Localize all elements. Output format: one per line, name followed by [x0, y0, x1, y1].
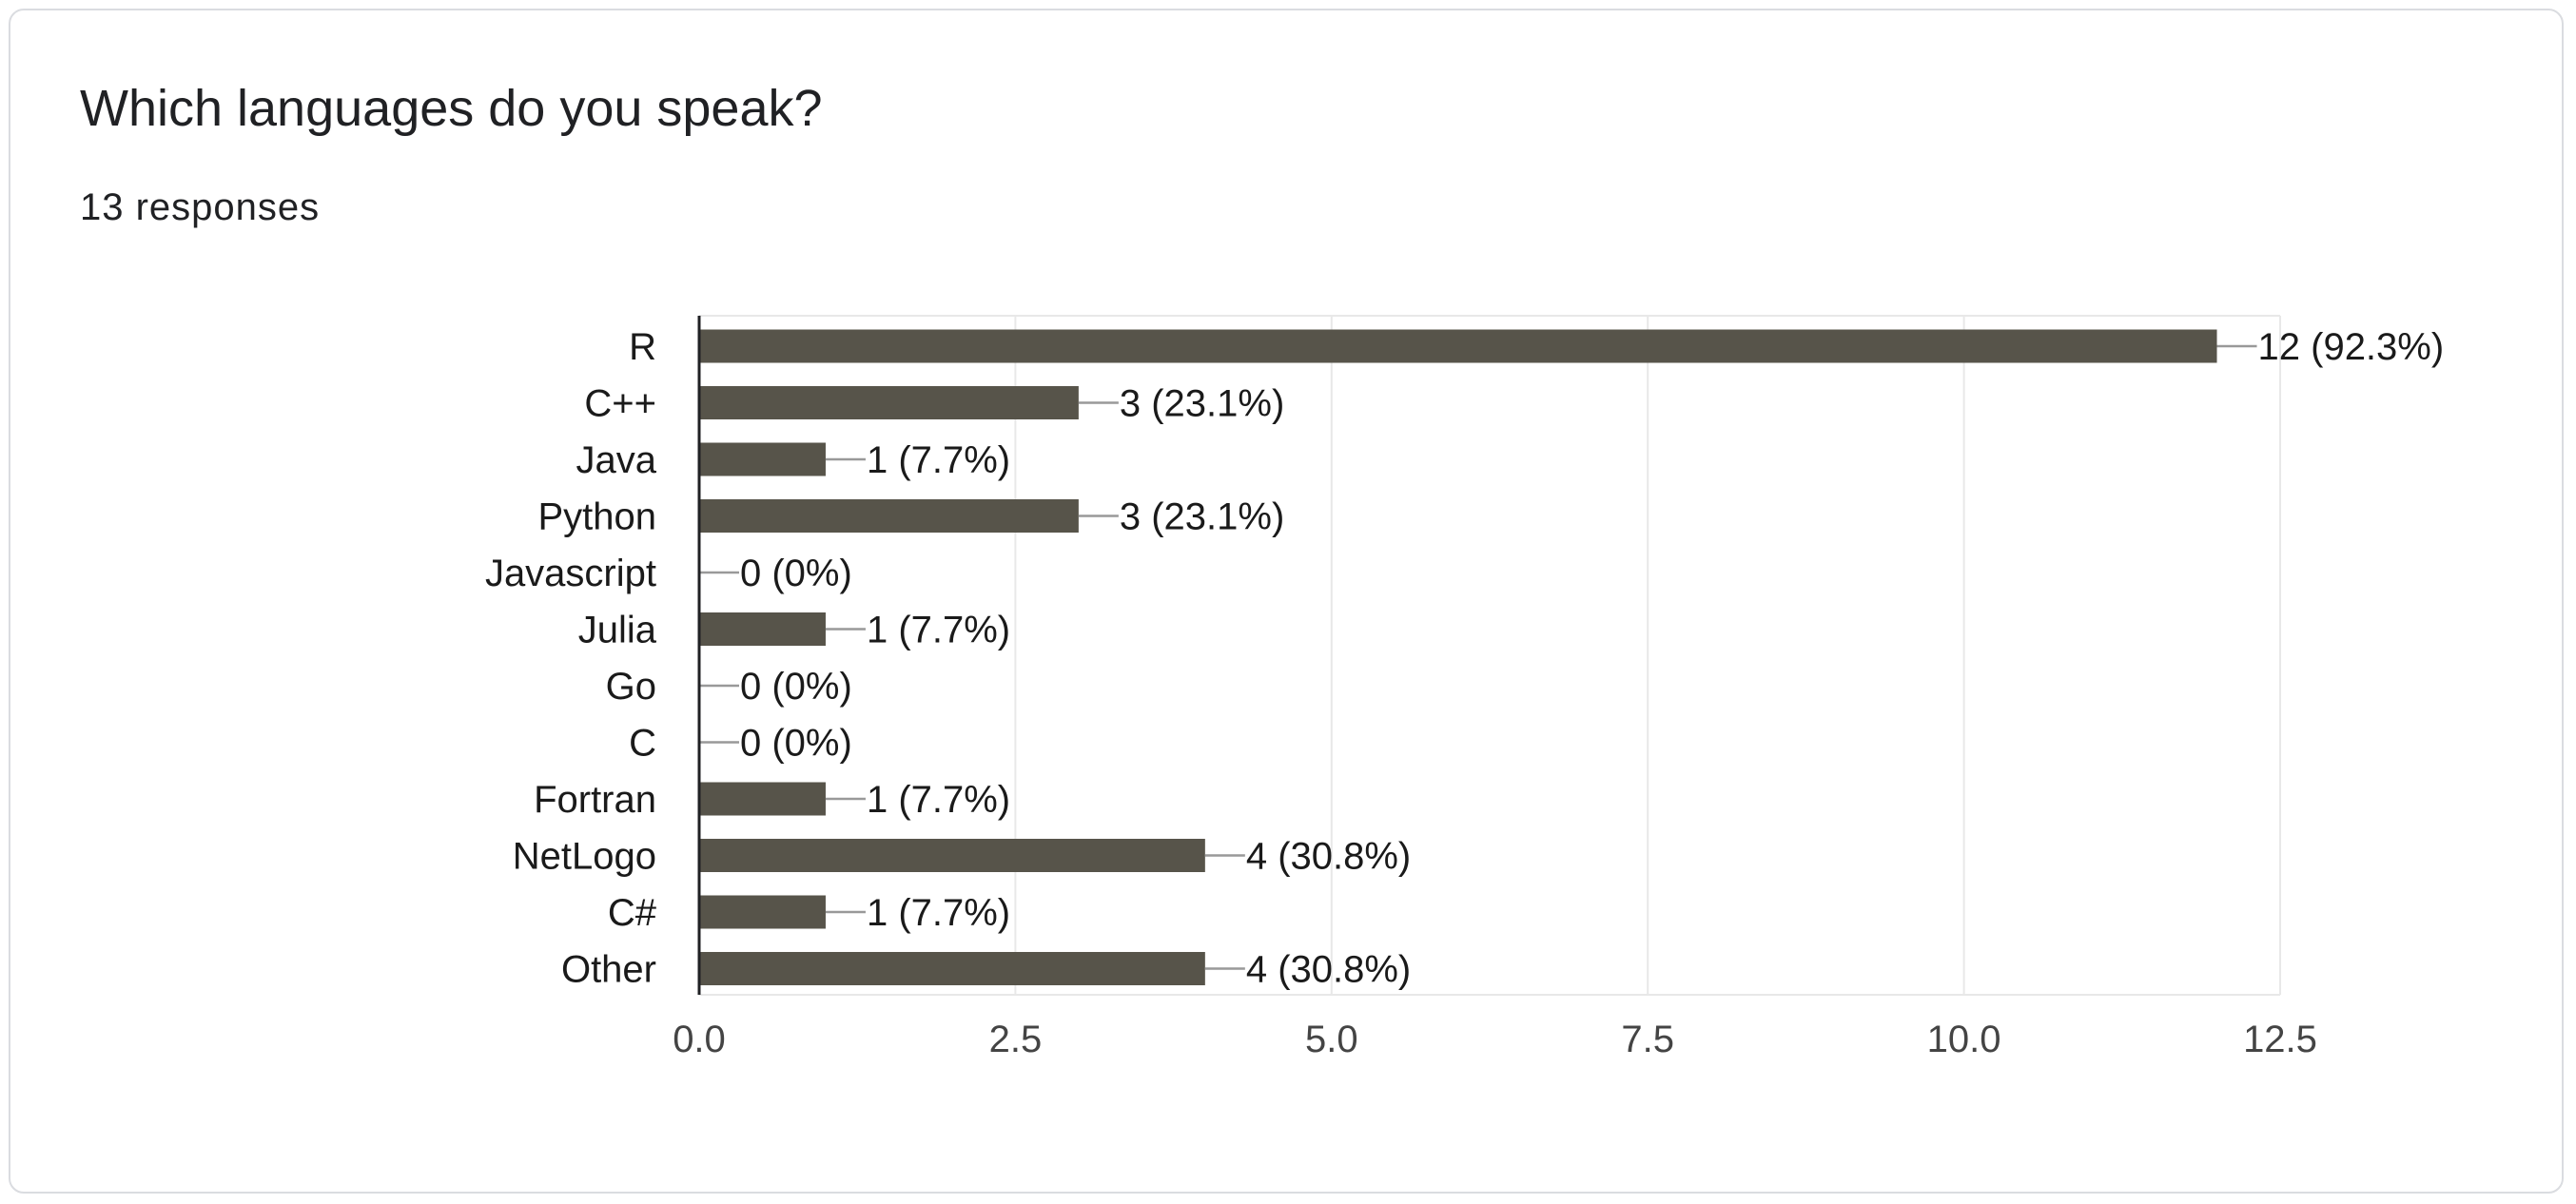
category-label-other: Other: [561, 949, 656, 991]
bar-csharp: [699, 895, 826, 929]
bar-fortran: [699, 782, 826, 816]
value-label-python: 3 (23.1%): [1120, 496, 1284, 538]
value-label-javascript: 0 (0%): [740, 553, 852, 594]
value-label-csharp: 1 (7.7%): [867, 892, 1010, 934]
bar-r: [699, 329, 2217, 363]
bar-other: [699, 952, 1205, 985]
chart-card: [9, 9, 2564, 1194]
x-tick-label-3: 7.5: [1621, 1019, 1674, 1060]
value-label-go: 0 (0%): [740, 666, 852, 708]
value-label-fortran: 1 (7.7%): [867, 779, 1010, 821]
value-label-cplusplus: 3 (23.1%): [1120, 383, 1284, 425]
value-label-other: 4 (30.8%): [1246, 949, 1411, 991]
category-label-fortran: Fortran: [534, 779, 656, 821]
category-label-csharp: C#: [608, 892, 657, 934]
value-label-netlogo: 4 (30.8%): [1246, 836, 1411, 878]
x-tick-label-2: 5.0: [1305, 1019, 1358, 1060]
bar-netlogo: [699, 839, 1205, 872]
category-label-c: C: [629, 723, 656, 765]
category-label-go: Go: [606, 666, 656, 708]
bar-cplusplus: [699, 386, 1079, 419]
bar-python: [699, 499, 1079, 533]
value-label-julia: 1 (7.7%): [867, 610, 1010, 651]
category-label-javascript: Javascript: [485, 553, 656, 594]
category-label-python: Python: [537, 496, 656, 538]
category-label-cplusplus: C++: [584, 383, 656, 425]
bar-julia: [699, 612, 826, 646]
x-tick-label-4: 10.0: [1927, 1019, 2001, 1060]
category-label-netlogo: NetLogo: [513, 836, 656, 878]
category-label-java: Java: [576, 439, 657, 481]
x-tick-label-5: 12.5: [2243, 1019, 2317, 1060]
value-label-c: 0 (0%): [740, 723, 852, 765]
response-count: 13 responses: [80, 186, 321, 228]
chart-title: Which languages do you speak?: [80, 80, 823, 137]
x-tick-label-0: 0.0: [673, 1019, 726, 1060]
bar-java: [699, 442, 826, 476]
value-label-r: 12 (92.3%): [2258, 326, 2445, 368]
x-tick-label-1: 2.5: [989, 1019, 1043, 1060]
category-label-r: R: [629, 326, 656, 368]
value-label-java: 1 (7.7%): [867, 439, 1010, 481]
category-label-julia: Julia: [578, 610, 657, 651]
